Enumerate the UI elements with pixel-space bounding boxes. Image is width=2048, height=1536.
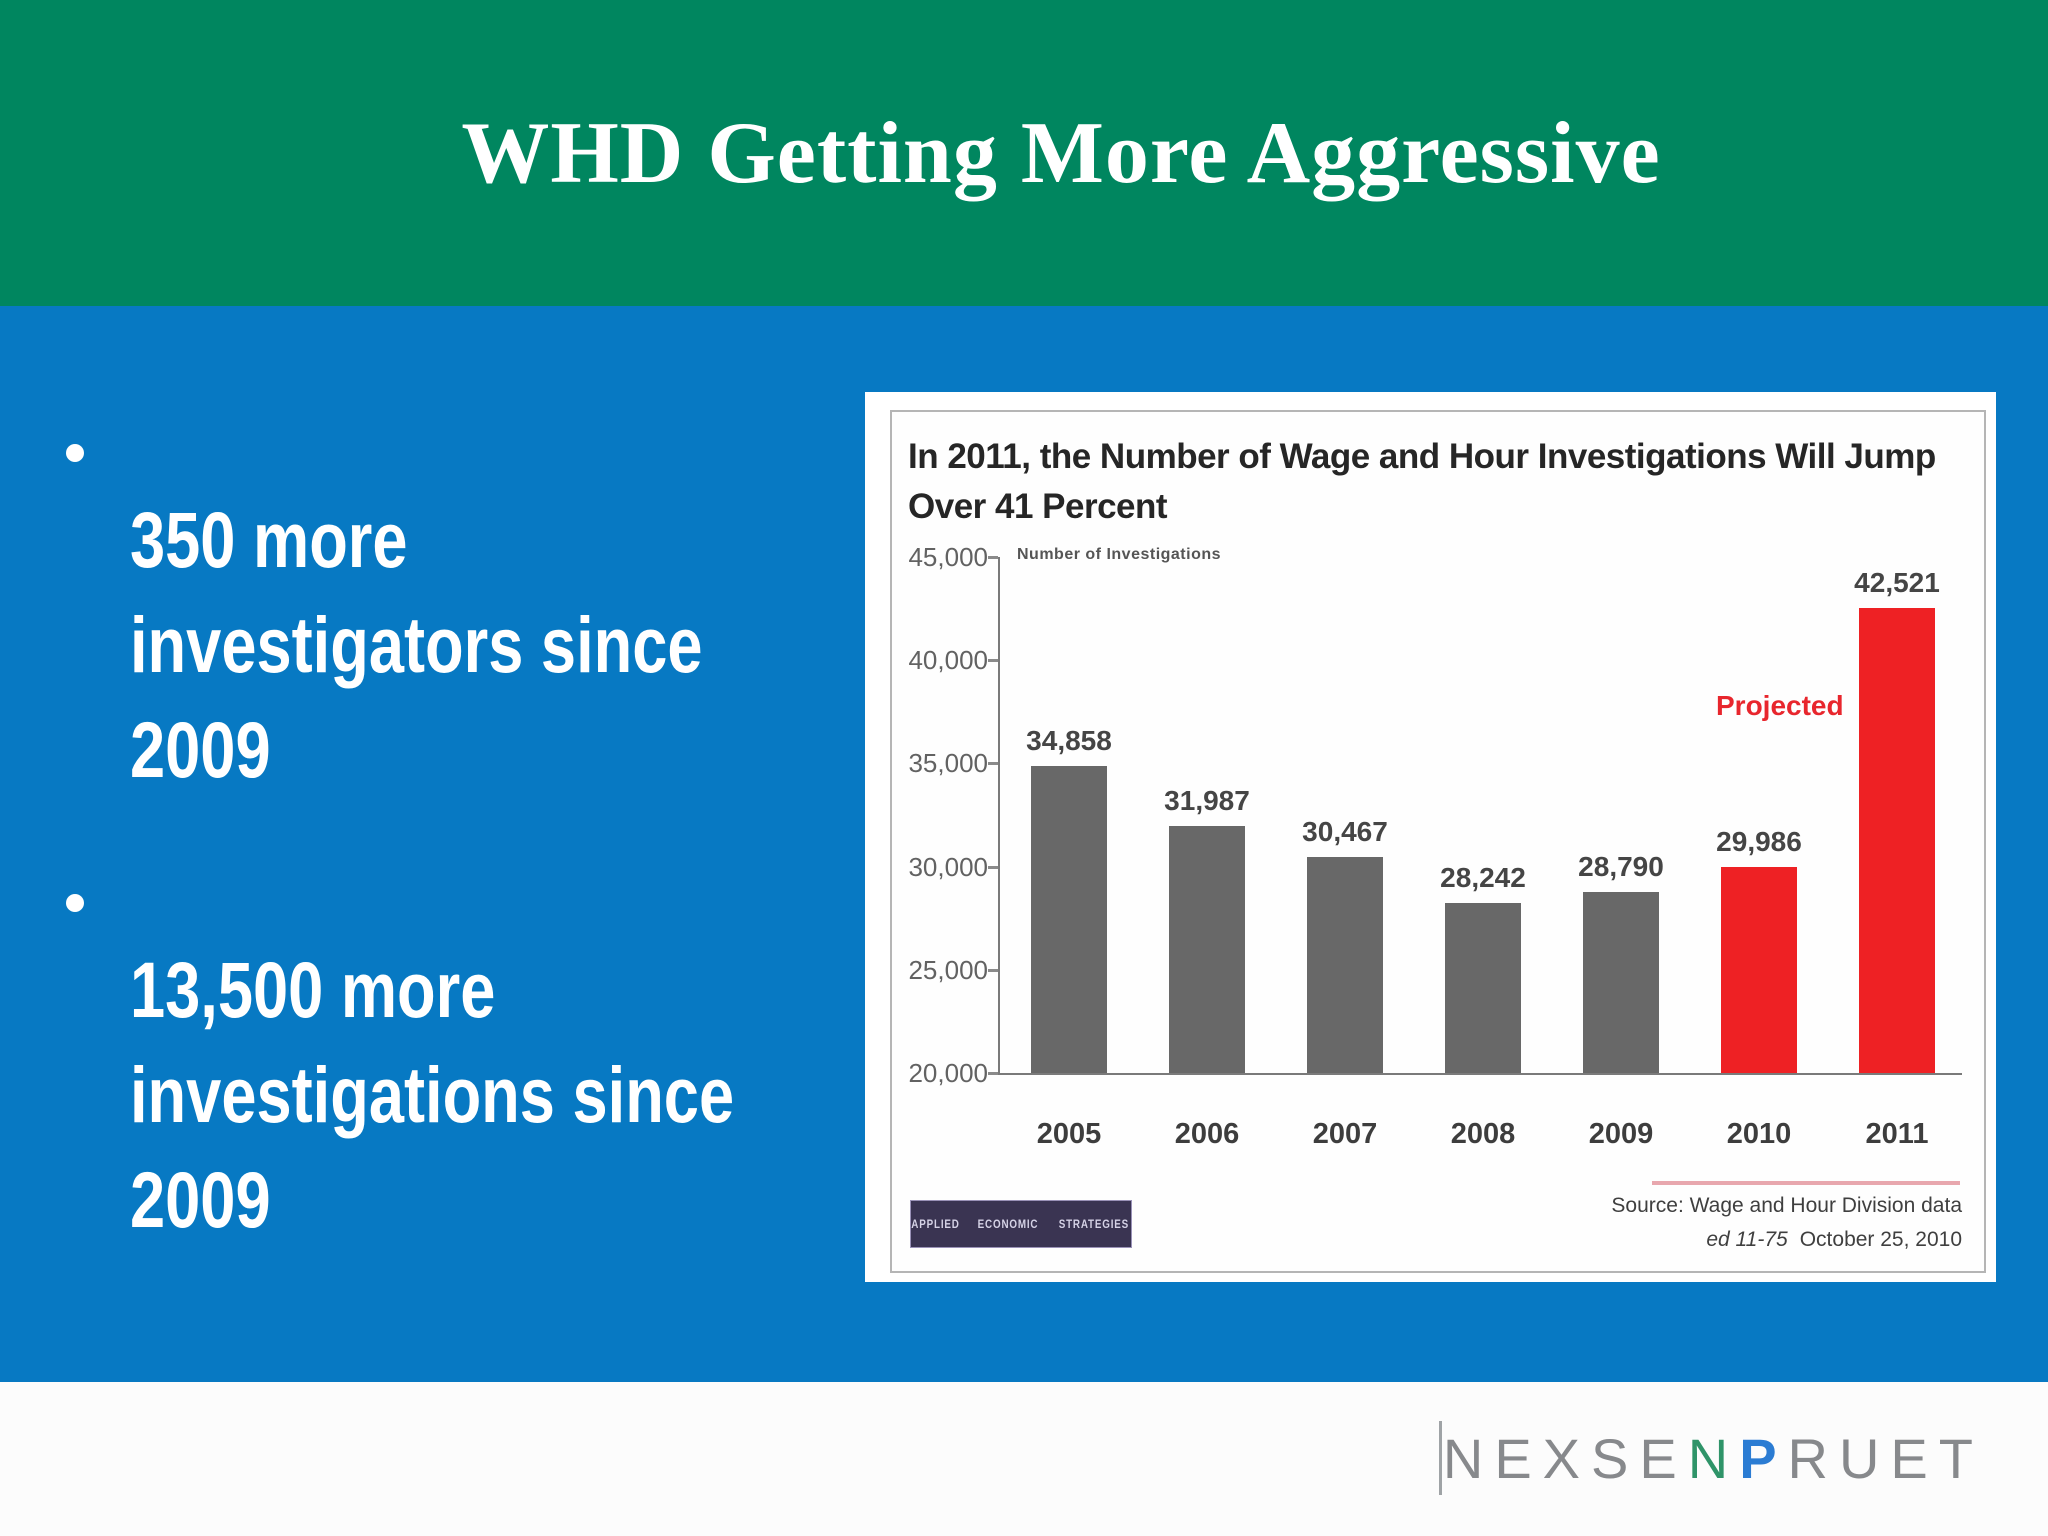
source-divider-rule [1652,1181,1960,1185]
bar-value-label: 31,987 [1164,784,1250,816]
x-category-label: 2010 [1726,1118,1792,1150]
logo-letter-p: P [1739,1426,1788,1490]
x-category-label: 2006 [1174,1118,1240,1150]
bar-value-label: 29,986 [1716,825,1802,857]
projected-annotation: Projected [1716,690,1844,721]
y-tick-label: 25,000 [908,954,988,985]
x-category-label: 2005 [1036,1118,1102,1150]
y-tick-mark [988,1072,998,1075]
bar-value-label: 28,790 [1578,850,1664,882]
x-category-label: 2008 [1450,1118,1516,1150]
y-tick-label: 45,000 [908,542,988,572]
page-title: WHD Getting More Aggressive [461,104,1661,202]
bullet-item: 13,500 more investigations since 2009 [130,945,735,1244]
footer-strip [0,1382,2048,1536]
bar-value-label: 30,467 [1302,815,1388,847]
y-tick-mark [988,556,998,559]
edition-date: October 25, 2010 [1799,1228,1962,1251]
badge-segment: APPLIED [910,1217,960,1231]
edition-code: ed 11-75 [1706,1228,1788,1251]
logo-letter-n: N [1687,1426,1740,1490]
y-tick-label: 40,000 [908,645,988,676]
logo-divider-bar [1438,1421,1442,1495]
bar-2006 [1169,825,1245,1073]
x-category-label: 2007 [1312,1118,1378,1150]
y-tick-mark [988,865,998,869]
y-tick-label: 35,000 [908,748,988,779]
chart-source-text: Source: Wage and Hour Division data [1611,1194,1962,1217]
bar-value-label: 34,858 [1026,725,1112,757]
bullet-dot [66,444,84,462]
y-axis-caption: Number of Investigations [1017,546,1222,563]
bar-2007 [1307,856,1383,1073]
y-tick-mark [988,762,998,766]
bar-2005 [1031,766,1107,1073]
y-axis-line [998,557,1000,1075]
badge-segment: ECONOMIC [977,1217,1038,1231]
badge-segment: STRATEGIES [1058,1217,1129,1231]
y-tick-mark [988,968,998,972]
logo-text-nexse: NEXSE [1442,1426,1688,1490]
y-tick-label: 20,000 [908,1058,988,1088]
x-category-label: 2009 [1588,1118,1654,1150]
chart-edition-text: ed 11-75 October 25, 2010 [1362,1228,1962,1252]
header-band [0,0,2048,306]
y-tick-label: 30,000 [908,851,988,882]
x-axis-line [998,1073,1962,1075]
chart-title: In 2011, the Number of Wage and Hour Inv… [908,437,1936,526]
bar-2009 [1583,891,1659,1073]
y-tick-mark [988,659,998,663]
nexsen-pruet-logo: NEXSE N P RUET [1438,1408,1984,1508]
bar-2010-projected [1721,866,1797,1073]
bullet-item: 350 more investigators since 2009 [130,495,703,794]
bar-2011-projected [1859,608,1935,1073]
bar-value-label: 42,521 [1854,567,1940,599]
bar-value-label: 28,242 [1440,861,1526,893]
logo-text-ruet: RUET [1787,1426,1984,1490]
applied-economic-strategies-logo: APPLIED ECONOMIC STRATEGIES [910,1200,1132,1248]
bullet-dot [66,894,84,912]
x-category-label: 2011 [1865,1118,1929,1150]
bar-2008 [1445,902,1521,1073]
